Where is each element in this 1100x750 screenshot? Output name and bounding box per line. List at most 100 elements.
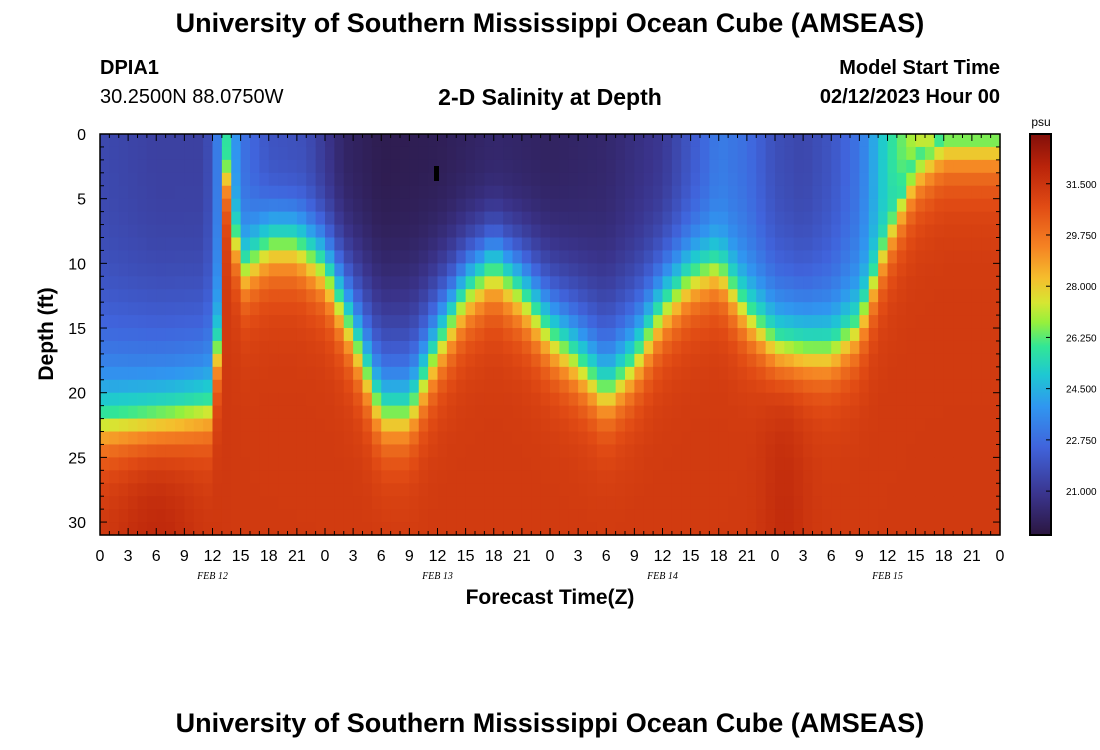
heatmap-cell [981,457,992,471]
date-label: FEB 14 [646,571,678,582]
heatmap-cell [512,185,523,200]
heatmap-cell [690,172,701,187]
heatmap-cell [156,353,167,368]
heatmap-cell [821,146,832,161]
heatmap-cell [550,289,560,303]
heatmap-cell [259,146,270,161]
heatmap-cell [381,237,392,252]
heatmap-cell [503,237,514,252]
heatmap-cell [428,315,439,329]
heatmap-cell [953,496,964,510]
heatmap-cell [437,444,448,458]
heatmap-cell [615,366,626,381]
heatmap-cell [521,263,532,277]
heatmap-cell [831,496,842,510]
heatmap-cell [400,172,410,187]
heatmap-cell [371,457,382,471]
heatmap-cell [681,302,692,316]
x-axis: 0 3 6 9 12 15 18 21 0 3 6 9 12 15 18 21 0 3 6 9 12 15 18 21 0 3 6 9… [96,134,1005,582]
heatmap-cell [456,263,467,277]
heatmap-cell [146,405,157,420]
heatmap-cell [165,328,176,342]
heatmap-cell [381,302,392,316]
heatmap-cell [718,315,729,329]
heatmap-cell [681,159,692,174]
heatmap-cell [934,224,945,239]
heatmap-cell [259,418,270,433]
heatmap-cell [212,211,223,226]
heatmap-cell [362,418,373,433]
heatmap-cell [184,289,195,303]
heatmap-cell [990,224,1001,239]
heatmap-cell [128,405,139,420]
heatmap-cell [634,263,645,277]
heatmap-cell [475,185,485,200]
heatmap-cell [700,457,710,471]
heatmap-cell [559,366,570,381]
heatmap-cell [231,470,242,484]
heatmap-cell [943,289,954,303]
heatmap-cell [953,328,964,342]
heatmap-cell [128,134,139,148]
heatmap-cell [428,496,439,510]
heatmap-cell [953,418,964,433]
heatmap-cell [193,444,204,458]
heatmap-cell [831,379,842,394]
heatmap-cell [287,134,298,148]
heatmap-cell [193,302,204,316]
heatmap-cell [559,522,570,536]
heatmap-cell [606,211,617,226]
heatmap-cell [671,315,682,329]
heatmap-cell [943,250,954,264]
heatmap-cell [475,405,485,420]
heatmap-cell [896,276,907,290]
heatmap-cell [896,198,907,213]
heatmap-cell [325,496,335,510]
heatmap-cell [850,276,860,290]
heatmap-cell [878,211,889,226]
heatmap-cell [568,379,579,394]
heatmap-cell [906,379,917,394]
heatmap-cell [540,276,551,290]
heatmap-cell [465,509,476,523]
heatmap-cell [784,340,795,355]
heatmap-cell [868,405,879,420]
heatmap-cell [418,315,429,329]
heatmap-cell [775,302,785,316]
heatmap-cell [137,431,148,446]
heatmap-cell [587,405,598,420]
heatmap-cell [118,392,129,407]
heatmap-cell [990,159,1001,174]
heatmap-cell [390,172,401,187]
heatmap-cell [606,263,617,277]
heatmap-cell [240,405,251,420]
heatmap-cell [465,134,476,148]
heatmap-cell [821,315,832,329]
heatmap-cell [146,237,157,252]
heatmap-cell [240,470,251,484]
heatmap-cell [709,366,720,381]
heatmap-cell [550,237,560,252]
heatmap-cell [700,379,710,394]
heatmap-cell [793,289,804,303]
heatmap-cell [915,237,926,252]
heatmap-cell [353,315,364,329]
heatmap-cell [484,250,495,264]
heatmap-cell [521,185,532,200]
heatmap-cell [587,250,598,264]
heatmap-cell [156,418,167,433]
heatmap-cell [793,444,804,458]
heatmap-cell [118,457,129,471]
x-tick-label: 15 [907,548,925,565]
heatmap-cell [606,353,617,368]
heatmap-cell [100,457,110,471]
heatmap-cell [559,353,570,368]
heatmap-cell [221,172,232,187]
heatmap-cell [793,470,804,484]
heatmap-cell [371,263,382,277]
heatmap-cell [625,289,635,303]
heatmap-cell [596,522,607,536]
heatmap-cell [221,289,232,303]
heatmap-cell [512,457,523,471]
heatmap-cell [428,353,439,368]
